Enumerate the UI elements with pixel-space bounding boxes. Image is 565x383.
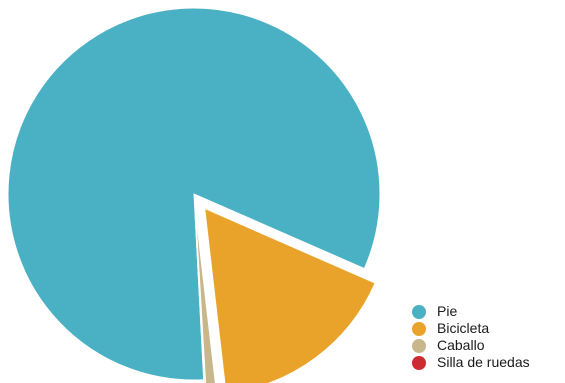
- legend-item-silla-de-ruedas: Silla de ruedas: [412, 354, 530, 371]
- legend-swatch-bicicleta: [412, 321, 426, 336]
- pie-slice-caballo: [195, 211, 216, 383]
- legend: Pie Bicicleta Caballo Silla de ruedas: [412, 303, 530, 371]
- pie-slice-pie: [7, 7, 381, 381]
- legend-label-silla-de-ruedas: Silla de ruedas: [437, 354, 530, 370]
- legend-swatch-caballo: [412, 338, 426, 353]
- legend-item-pie: Pie: [412, 303, 530, 320]
- pie-slice-bicicleta: [204, 207, 376, 383]
- legend-swatch-pie: [412, 304, 426, 319]
- legend-item-caballo: Caballo: [412, 337, 530, 354]
- legend-label-caballo: Caballo: [437, 337, 485, 353]
- legend-label-pie: Pie: [437, 303, 458, 319]
- legend-label-bicicleta: Bicicleta: [437, 320, 490, 336]
- legend-swatch-silla-de-ruedas: [412, 355, 426, 370]
- legend-item-bicicleta: Bicicleta: [412, 320, 530, 337]
- pie-slices: [7, 7, 381, 383]
